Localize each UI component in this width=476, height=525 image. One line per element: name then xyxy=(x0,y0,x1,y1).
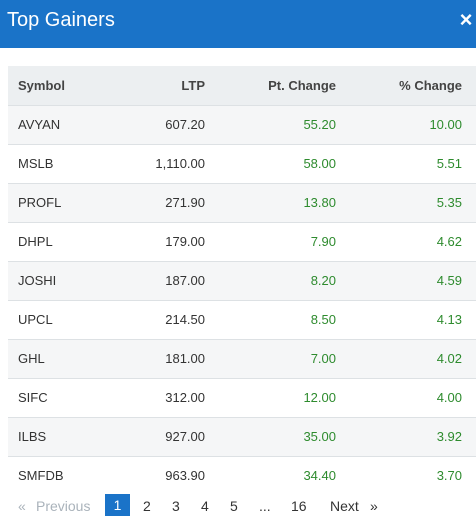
pct-change-cell: 3.92 xyxy=(436,429,462,444)
symbol-cell: AVYAN xyxy=(18,117,61,132)
pct-change-cell: 10.00 xyxy=(429,117,462,132)
ltp-cell: 271.90 xyxy=(165,195,205,210)
symbol-cell: MSLB xyxy=(18,156,54,171)
pct-change-cell: 4.00 xyxy=(436,390,462,405)
table-row[interactable]: SMFDB 963.90 34.40 3.70 xyxy=(8,456,476,495)
pct-change-cell: 4.59 xyxy=(436,273,462,288)
ltp-cell: 963.90 xyxy=(165,468,205,484)
gainers-table: Symbol LTP Pt. Change % Change AVYAN 607… xyxy=(8,66,476,495)
ltp-cell: 187.00 xyxy=(165,273,205,288)
symbol-cell: PROFL xyxy=(18,195,62,210)
column-header-ltp[interactable]: LTP xyxy=(181,77,205,93)
table-row[interactable]: MSLB 1,110.00 58.00 5.51 xyxy=(8,144,476,183)
modal-header: Top Gainers × xyxy=(0,0,476,48)
page-5-button[interactable]: 5 xyxy=(230,498,238,514)
table-row[interactable]: JOSHI 187.00 8.20 4.59 xyxy=(8,261,476,300)
ltp-cell: 214.50 xyxy=(165,312,205,327)
pct-change-cell: 4.13 xyxy=(436,312,462,327)
pt-change-cell: 34.40 xyxy=(303,468,336,484)
symbol-cell: SMFDB xyxy=(18,468,64,484)
ltp-cell: 312.00 xyxy=(165,390,205,405)
ltp-cell: 927.00 xyxy=(165,429,205,444)
symbol-cell: DHPL xyxy=(18,234,53,249)
pt-change-cell: 7.00 xyxy=(310,351,336,366)
pagination: « Previous 1 2 3 4 5 ... 16 Next » xyxy=(8,494,476,518)
page-2-button[interactable]: 2 xyxy=(143,498,151,514)
ltp-cell: 181.00 xyxy=(165,351,205,366)
column-header-pt-change[interactable]: Pt. Change xyxy=(268,77,336,93)
table-row[interactable]: GHL 181.00 7.00 4.02 xyxy=(8,339,476,378)
previous-button[interactable]: Previous xyxy=(36,498,91,514)
symbol-cell: UPCL xyxy=(18,312,53,327)
table-header-row: Symbol LTP Pt. Change % Change xyxy=(8,66,476,105)
page-4-button[interactable]: 4 xyxy=(201,498,209,514)
symbol-cell: JOSHI xyxy=(18,273,57,288)
pt-change-cell: 8.20 xyxy=(310,273,336,288)
ltp-cell: 179.00 xyxy=(165,234,205,249)
table-row[interactable]: DHPL 179.00 7.90 4.62 xyxy=(8,222,476,261)
page-ellipsis: ... xyxy=(259,498,271,514)
pt-change-cell: 35.00 xyxy=(303,429,336,444)
table-row[interactable]: AVYAN 607.20 55.20 10.00 xyxy=(8,105,476,144)
table-row[interactable]: PROFL 271.90 13.80 5.35 xyxy=(8,183,476,222)
symbol-cell: SIFC xyxy=(18,390,48,405)
table-row[interactable]: SIFC 312.00 12.00 4.00 xyxy=(8,378,476,417)
page-16-button[interactable]: 16 xyxy=(291,498,307,514)
ltp-cell: 607.20 xyxy=(165,117,205,132)
modal-title: Top Gainers xyxy=(7,9,115,31)
next-arrow-icon[interactable]: » xyxy=(370,498,378,514)
page-3-button[interactable]: 3 xyxy=(172,498,180,514)
pct-change-cell: 4.62 xyxy=(436,234,462,249)
pt-change-cell: 58.00 xyxy=(303,156,336,171)
close-icon[interactable]: × xyxy=(459,7,473,32)
ltp-cell: 1,110.00 xyxy=(155,156,205,171)
page-1-button[interactable]: 1 xyxy=(105,494,130,516)
pct-change-cell: 5.35 xyxy=(436,195,462,210)
symbol-cell: ILBS xyxy=(18,429,47,444)
pt-change-cell: 55.20 xyxy=(303,117,336,132)
pt-change-cell: 13.80 xyxy=(303,195,336,210)
pct-change-cell: 5.51 xyxy=(436,156,462,171)
pt-change-cell: 8.50 xyxy=(310,312,336,327)
pt-change-cell: 7.90 xyxy=(310,234,336,249)
pt-change-cell: 12.00 xyxy=(303,390,336,405)
pct-change-cell: 3.70 xyxy=(436,468,462,484)
table-row[interactable]: UPCL 214.50 8.50 4.13 xyxy=(8,300,476,339)
pct-change-cell: 4.02 xyxy=(436,351,462,366)
prev-arrow-icon: « xyxy=(18,498,26,514)
symbol-cell: GHL xyxy=(18,351,45,366)
column-header-symbol[interactable]: Symbol xyxy=(18,77,65,93)
column-header-pct-change[interactable]: % Change xyxy=(399,77,462,93)
table-row[interactable]: ILBS 927.00 35.00 3.92 xyxy=(8,417,476,456)
next-button[interactable]: Next xyxy=(330,498,359,514)
